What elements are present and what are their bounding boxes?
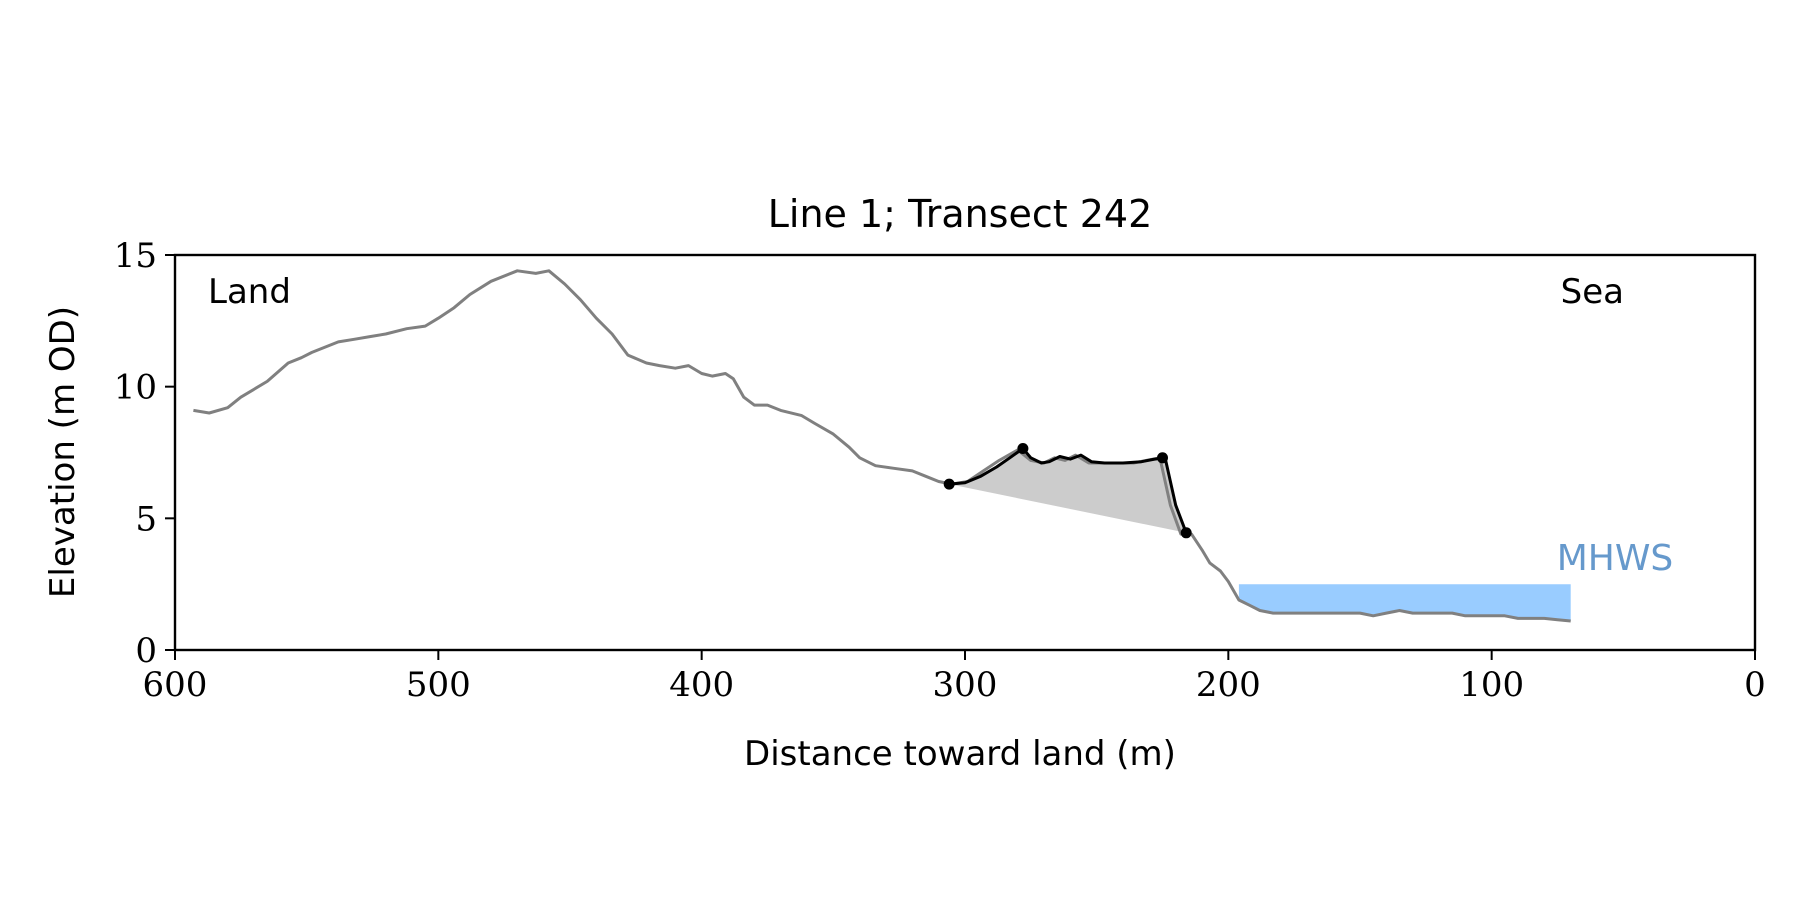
dune-volume-fill xyxy=(949,448,1187,533)
dune-line xyxy=(949,447,1188,534)
ticks-layer: 600 500 400 300 200 100 0 0 5 10 15 xyxy=(114,236,1766,705)
y-tick-label: 10 xyxy=(114,368,157,408)
x-axis-label: Distance toward land (m) xyxy=(744,734,1176,774)
sea-annotation: Sea xyxy=(1561,272,1624,312)
mhws-label: MHWS xyxy=(1557,538,1674,579)
dune-point xyxy=(943,478,955,490)
land-annotation: Land xyxy=(208,272,291,312)
dune-point xyxy=(1180,527,1192,539)
dune-point xyxy=(1017,443,1029,454)
x-tick-label: 400 xyxy=(669,665,734,705)
dune-point xyxy=(1157,452,1168,464)
y-tick-label: 0 xyxy=(135,631,157,671)
mhws-band xyxy=(1238,584,1571,621)
x-tick-label: 300 xyxy=(933,665,998,705)
x-tick-label: 600 xyxy=(143,665,208,705)
profile-line xyxy=(193,269,1571,623)
plot-layer xyxy=(193,269,1571,623)
x-tick-label: 0 xyxy=(1744,665,1766,705)
x-tick-label: 200 xyxy=(1196,665,1261,705)
x-tick-label: 100 xyxy=(1459,665,1524,705)
chart-title: Line 1; Transect 242 xyxy=(768,192,1153,236)
y-tick-label: 5 xyxy=(135,499,157,539)
y-axis-label: Elevation (m OD) xyxy=(43,306,83,598)
y-tick-label: 15 xyxy=(114,236,157,276)
x-tick-label: 500 xyxy=(406,665,471,705)
